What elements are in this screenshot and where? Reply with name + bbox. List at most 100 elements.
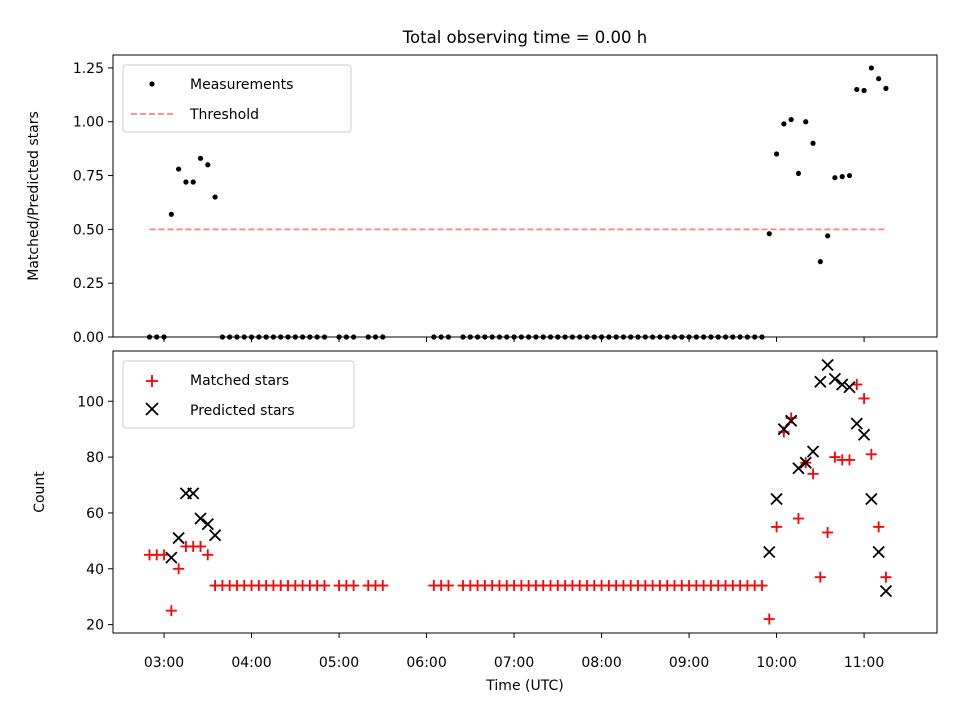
predicted-star-point	[806, 445, 820, 458]
bottom-y-axis-label: Count	[32, 471, 48, 513]
predicted-star-point	[843, 381, 856, 394]
bottom-y-tick-label: 40	[86, 562, 104, 578]
measurement-point	[598, 334, 605, 340]
matched-star-point	[173, 563, 185, 575]
measurement-point	[810, 140, 816, 146]
measurement-point	[781, 121, 787, 127]
matched-star-point	[202, 549, 214, 561]
measurement-point	[613, 334, 619, 340]
measurement-point	[839, 174, 845, 180]
bottom-legend: Matched stars Predicted stars	[122, 360, 355, 429]
measurement-point	[730, 334, 736, 340]
legend-predicted-marker	[145, 402, 159, 416]
measurement-point	[445, 334, 452, 340]
legend-threshold-label: Threshold	[189, 107, 259, 123]
measurement-point	[299, 334, 306, 340]
measurement-point	[176, 166, 182, 172]
measurement-point	[365, 334, 371, 340]
x-tick-label: 06:00	[406, 655, 446, 671]
predicted-star-point	[165, 551, 178, 564]
bottom-y-tick-label: 80	[86, 450, 104, 466]
matched-star-point	[165, 605, 177, 617]
top-y-tick-label: 0.50	[73, 222, 104, 238]
matched-star-point	[763, 613, 775, 625]
measurement-point	[650, 334, 656, 340]
matched-star-point	[756, 580, 768, 592]
x-tick-label: 03:00	[144, 655, 184, 671]
measurement-point	[256, 334, 262, 340]
bottom-plot-frame	[112, 350, 938, 634]
predicted-star-point	[763, 545, 776, 559]
measurement-point	[146, 334, 153, 340]
measurement-point	[715, 334, 721, 340]
matched-star-point	[873, 521, 885, 533]
measurement-point	[219, 334, 225, 340]
measurement-point	[438, 334, 444, 340]
matched-star-point	[348, 580, 360, 592]
measurement-point	[351, 334, 357, 340]
predicted-star-point	[865, 492, 878, 506]
measurement-point	[547, 334, 554, 340]
measurement-point	[285, 334, 291, 340]
measurement-point	[263, 334, 269, 340]
measurement-point	[591, 334, 597, 340]
measurement-point	[788, 116, 794, 123]
predicted-star-point	[821, 358, 834, 372]
predicted-star-point	[770, 492, 783, 506]
measurement-point	[496, 334, 503, 340]
measurement-point	[562, 334, 568, 340]
matched-star-point	[822, 526, 834, 538]
measurement-point	[577, 334, 583, 340]
measurement-point	[686, 334, 692, 340]
measurement-point	[489, 334, 495, 340]
chart-title: Total observing time = 0.00 h	[402, 28, 647, 47]
matched-star-point	[807, 468, 819, 480]
measurement-point	[569, 334, 575, 340]
predicted-star-point	[850, 417, 863, 430]
measurement-point	[336, 334, 342, 340]
measurement-point	[482, 334, 488, 340]
top-y-tick-label: 0.25	[73, 276, 104, 292]
measurement-point	[642, 334, 648, 340]
measurement-point	[846, 172, 853, 179]
matched-star-point	[195, 540, 207, 552]
measurement-point	[861, 87, 867, 94]
x-tick-label: 05:00	[319, 655, 359, 671]
matched-star-point	[771, 521, 783, 533]
measurement-point	[183, 179, 189, 185]
measurement-point	[620, 334, 627, 340]
measurement-point	[701, 334, 707, 340]
top-plot-frame	[112, 54, 938, 338]
measurement-point	[708, 334, 714, 340]
bottom-y-tick-label: 100	[77, 394, 104, 410]
matched-star-point	[843, 454, 855, 466]
predicted-star-point	[879, 584, 893, 598]
measurement-point	[248, 334, 255, 340]
measurement-point	[372, 334, 379, 340]
matched-star-point	[814, 571, 826, 583]
measurement-point	[190, 179, 196, 185]
measurement-point	[737, 334, 743, 340]
measurement-point	[868, 65, 874, 71]
top-y-tick-label: 1.25	[73, 61, 104, 77]
measurement-point	[693, 334, 699, 340]
measurement-point	[773, 151, 780, 157]
measurement-point	[854, 86, 860, 93]
x-tick-label: 08:00	[581, 655, 621, 671]
measurement-point	[584, 334, 590, 340]
measurement-point	[511, 334, 517, 340]
measurement-point	[197, 155, 204, 161]
x-axis-label: Time (UTC)	[485, 678, 563, 694]
top-panel: Total observing time = 0.00 h 0.00 0.25 0.…	[26, 28, 938, 346]
measurement-point	[475, 334, 481, 340]
measurement-point	[606, 334, 612, 340]
matched-star-point	[880, 571, 892, 583]
predicted-star-point	[201, 517, 214, 531]
top-legend-box	[122, 64, 352, 133]
top-legend: Measurements Threshold	[122, 64, 352, 133]
measurement-point	[467, 334, 473, 340]
measurement-point	[635, 334, 641, 340]
bottom-legend-box	[122, 360, 355, 429]
matched-star-point	[318, 580, 330, 592]
